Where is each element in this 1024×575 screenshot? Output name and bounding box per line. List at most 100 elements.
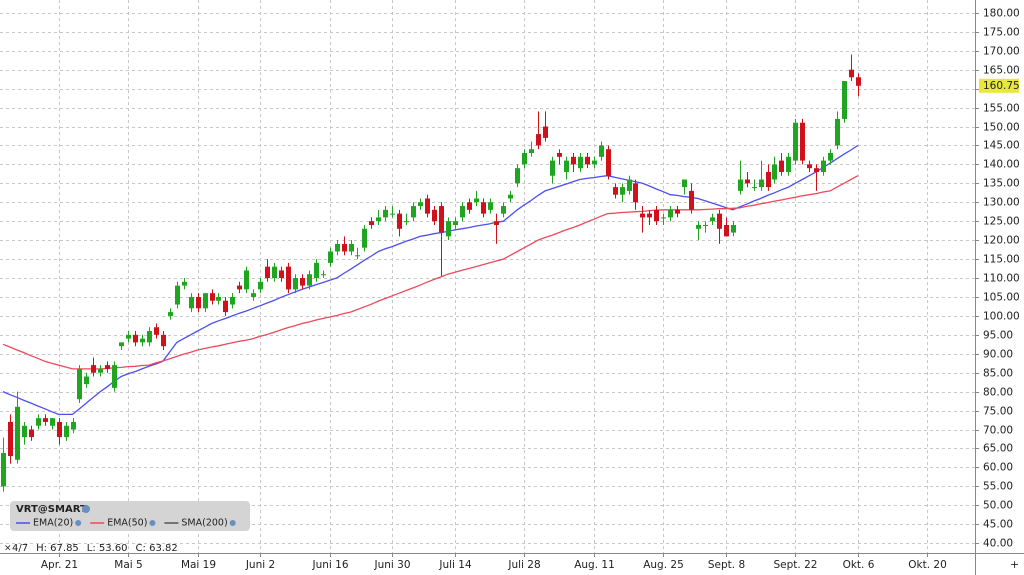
info-date: 4/7 [12, 543, 28, 554]
x-tick-label: Okt. 6 [843, 559, 875, 571]
candle-body [453, 221, 458, 225]
candle-body [369, 221, 374, 225]
candle-body [300, 278, 305, 286]
candle-body [529, 149, 534, 154]
candle-body [786, 156, 791, 172]
candle-body [640, 213, 645, 218]
candle-body [710, 217, 715, 222]
candle-body [578, 156, 583, 169]
candle-body [216, 296, 221, 301]
candle-body [828, 153, 833, 161]
y-tick-label: 105.00 [983, 292, 1020, 304]
indicator-line [2, 175, 859, 370]
axis-button[interactable]: + [1010, 558, 1019, 571]
candle-body [488, 202, 493, 210]
candle-body [724, 224, 729, 237]
candle-body [272, 266, 277, 279]
y-tick-label: 115.00 [983, 254, 1020, 266]
candle-body [842, 81, 847, 119]
candle-body [321, 274, 326, 276]
y-tick-label: 110.00 [983, 273, 1020, 285]
x-tick-label: Mai 19 [181, 559, 216, 571]
x-tick-label: Sept. 8 [708, 559, 745, 571]
candle-body [772, 164, 777, 180]
x-tick-label: Juni 16 [311, 559, 348, 571]
candle-body [745, 179, 750, 184]
candle-body [230, 296, 235, 305]
candle-body [307, 274, 312, 286]
y-tick-label: 65.00 [983, 443, 1013, 455]
candle-body [807, 164, 812, 169]
candle-body [119, 342, 124, 347]
candle-body [362, 228, 367, 248]
candle-body [661, 217, 666, 219]
legend-label: EMA(20) [33, 518, 73, 529]
last-price-tag [979, 78, 1019, 93]
candle-body [411, 206, 416, 218]
legend: EMA(20) EMA(50) SMA(200) [16, 518, 236, 529]
legend-label: SMA(200) [181, 518, 227, 529]
legend-icon [82, 505, 90, 513]
x-tick-label: Mai 5 [114, 559, 142, 571]
y-tick-label: 165.00 [983, 65, 1020, 77]
candle-body [258, 281, 263, 290]
candle-body [814, 168, 819, 172]
y-tick-label: 130.00 [983, 197, 1020, 209]
y-tick-label: 95.00 [983, 330, 1013, 342]
x-tick-label: Juli 14 [438, 559, 472, 571]
candle-body [557, 153, 562, 157]
y-tick-label: 135.00 [983, 178, 1020, 190]
candle-body [147, 331, 152, 343]
candle-body [175, 285, 180, 305]
legend-box [10, 501, 250, 531]
info-close: C: 63.82 [136, 543, 178, 554]
candle-body [689, 190, 694, 210]
candle-body [77, 368, 82, 400]
candle-body [182, 281, 187, 286]
y-tick-label: 55.00 [983, 481, 1013, 493]
info-line: 4/7 H: 67.85 L: 53.60 C: 63.82 [12, 543, 178, 554]
candle-body [154, 327, 159, 335]
candle-body [446, 221, 451, 237]
candle-body [286, 266, 291, 290]
y-tick-label: 140.00 [983, 159, 1020, 171]
candle-body [189, 296, 194, 309]
legend-icon [229, 520, 236, 526]
indicator-line [2, 144, 859, 416]
candle-body [105, 365, 110, 369]
candle-body [675, 209, 680, 214]
candle-body [856, 77, 861, 86]
candle-body [279, 270, 284, 279]
y-tick-label: 50.00 [983, 500, 1013, 512]
candle-body [474, 198, 479, 203]
candle-body [265, 266, 270, 279]
candle-body [293, 278, 298, 290]
y-tick-label: 120.00 [983, 235, 1020, 247]
x-tick-label: Juni 2 [245, 559, 275, 571]
axes: 40.00 45.00 50.00 55.00 60.00 65.00 70.00 75.00… [41, 8, 1020, 572]
y-tick-label: 145.00 [983, 140, 1020, 152]
y-tick-label: 85.00 [983, 368, 1013, 380]
candle-body [404, 221, 409, 223]
x-tick-label: Sept. 22 [774, 559, 818, 571]
candle-body [766, 171, 771, 188]
y-tick-label: 90.00 [983, 349, 1013, 361]
candle-body [703, 224, 708, 226]
y-tick-label: 80.00 [983, 387, 1013, 399]
candles [1, 54, 861, 492]
x-tick-label: Aug. 11 [574, 559, 615, 571]
candle-body [481, 202, 486, 214]
candle-body [251, 293, 256, 297]
candle-body [15, 406, 20, 460]
candle-body [29, 429, 34, 438]
candle-body [210, 293, 215, 301]
candle-body [432, 209, 437, 222]
candle-body [328, 251, 333, 263]
x-tick-label: Apr. 21 [41, 559, 78, 571]
candle-body [84, 376, 89, 385]
candle-body [168, 312, 173, 316]
legend-icon [149, 520, 156, 526]
